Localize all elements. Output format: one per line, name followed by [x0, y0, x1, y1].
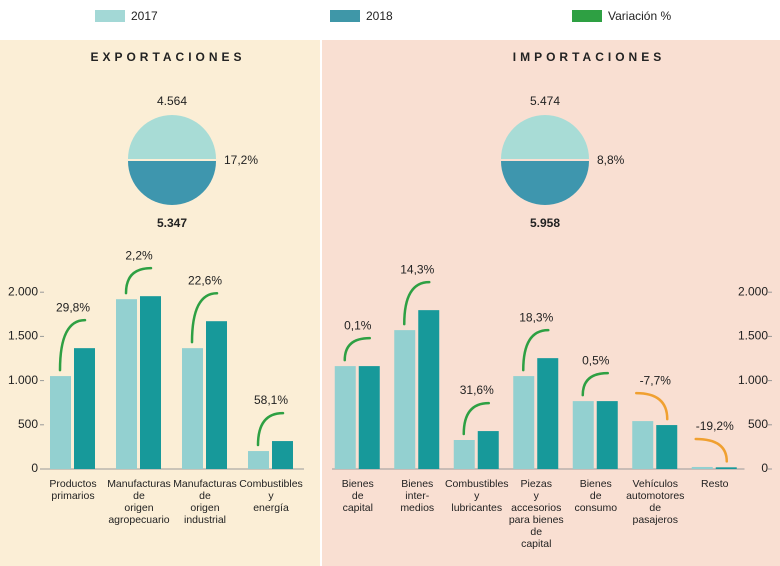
y-tick-label: 0 — [31, 461, 38, 475]
pie-label: 5.474 — [530, 94, 560, 108]
pie-half — [501, 161, 589, 205]
x-tick-label: Productos primarios — [49, 478, 97, 502]
variation-arc — [694, 437, 728, 463]
y-tick-label: 500 — [748, 417, 768, 431]
x-tick-label: Manufacturas de origen agropecuario — [107, 478, 171, 526]
bar — [537, 358, 559, 469]
bar — [248, 451, 269, 469]
bar — [182, 348, 203, 469]
x-tick-label: Bienes de consumo — [574, 478, 618, 514]
bar — [596, 401, 618, 469]
y-tick-label: 1.000 — [8, 373, 38, 387]
bar — [272, 441, 293, 469]
variation-label: 29,8% — [56, 300, 90, 314]
bar — [691, 466, 713, 469]
bar — [50, 376, 71, 469]
variation-arc — [635, 391, 669, 421]
variation-label: 0,1% — [344, 318, 372, 332]
y-tick-label: 0 — [761, 461, 768, 475]
x-tick-label: Manufacturas de origen industrial — [173, 478, 237, 526]
y-tick-label: 1.000 — [738, 373, 768, 387]
bar — [418, 310, 440, 469]
pie-half — [128, 115, 216, 159]
bar — [572, 401, 594, 469]
pie-half — [501, 115, 589, 159]
x-tick-label: Piezas y accesorios para bienes de capit… — [508, 478, 564, 550]
pie-variation: 17,2% — [224, 153, 258, 167]
bar — [74, 348, 95, 469]
variation-label: -19,2% — [696, 419, 734, 433]
x-tick-label: Combustibles y lubricantes — [444, 478, 509, 514]
pie-label: 5.347 — [157, 216, 187, 230]
bar — [116, 299, 137, 469]
variation-label: 58,1% — [254, 393, 288, 407]
y-tick-label: 1.500 — [738, 329, 768, 343]
legend-swatch — [572, 10, 602, 22]
bar — [715, 467, 737, 469]
variation-label: 31,6% — [460, 383, 494, 397]
bar — [358, 366, 380, 469]
x-tick-label: Combustibles y energía — [239, 478, 303, 514]
variation-arc — [462, 401, 490, 436]
bar — [656, 425, 678, 469]
bar — [140, 296, 161, 469]
legend-swatch — [95, 10, 125, 22]
legend-label: 2017 — [131, 9, 158, 23]
bar — [394, 330, 416, 469]
x-tick-label: Vehículos automotores de pasajeros — [626, 478, 685, 526]
y-tick-label: 1.500 — [8, 329, 38, 343]
variation-label: 18,3% — [519, 310, 553, 324]
x-tick-label: Resto — [701, 478, 729, 490]
variation-label: 22,6% — [188, 273, 222, 287]
bar — [206, 321, 227, 469]
variation-label: -7,7% — [640, 373, 672, 387]
bar — [513, 376, 535, 469]
pie-label: 4.564 — [157, 94, 187, 108]
variation-label: 14,3% — [400, 262, 434, 276]
legend-label: Variación % — [608, 9, 671, 23]
bar — [632, 421, 654, 469]
variation-arc — [522, 328, 550, 372]
legend-label: 2018 — [366, 9, 393, 23]
pie-half — [128, 161, 216, 205]
y-tick-label: 2.000 — [8, 284, 38, 298]
variation-label: 0,5% — [582, 353, 610, 367]
variation-arc — [403, 280, 431, 326]
bar — [453, 440, 475, 469]
variation-arc — [256, 411, 285, 447]
variation-arc — [124, 266, 153, 295]
pie-label: 5.958 — [530, 216, 560, 230]
panel-title: EXPORTACIONES — [90, 50, 245, 64]
legend-swatch — [330, 10, 360, 22]
variation-arc — [343, 336, 371, 362]
variation-arc — [190, 291, 219, 344]
y-tick-label: 500 — [18, 417, 38, 431]
panel-title: IMPORTACIONES — [513, 50, 665, 64]
variation-arc — [581, 371, 609, 397]
bar — [334, 366, 356, 469]
bar — [477, 431, 499, 469]
variation-label: 2,2% — [125, 248, 153, 262]
x-tick-label: Bienes inter- medios — [400, 478, 435, 514]
y-tick-label: 2.000 — [738, 284, 768, 298]
variation-arc — [58, 318, 87, 372]
x-tick-label: Bienes de capital — [341, 478, 374, 514]
pie-variation: 8,8% — [597, 153, 625, 167]
